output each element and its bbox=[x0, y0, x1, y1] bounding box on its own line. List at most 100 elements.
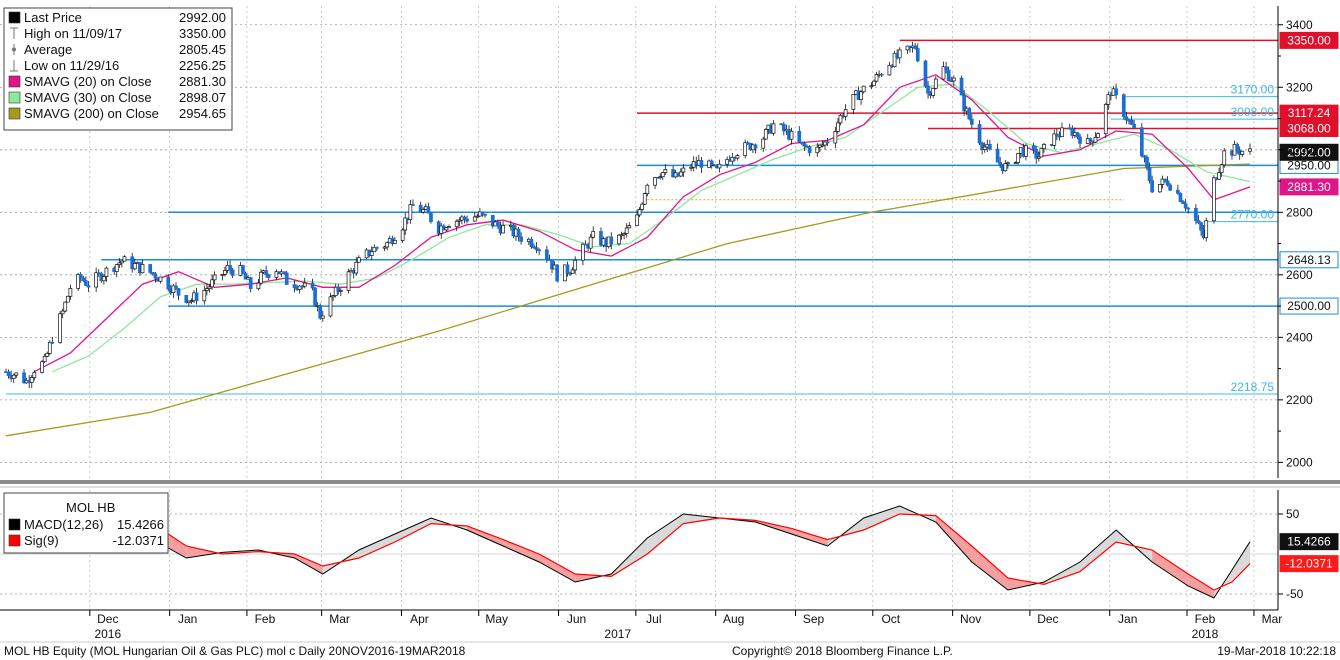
candle-body bbox=[645, 184, 650, 194]
price-candle bbox=[689, 163, 693, 172]
last-price-tag-box bbox=[1279, 143, 1339, 161]
month-label: Apr bbox=[410, 612, 429, 626]
candle-body bbox=[951, 77, 956, 82]
price-candle bbox=[1150, 175, 1154, 194]
candle-body bbox=[81, 277, 86, 281]
candle-body bbox=[40, 361, 44, 373]
sma20-tag-text: 2881.30 bbox=[1287, 180, 1331, 194]
month-label: Aug bbox=[723, 612, 744, 626]
month-label: Jul bbox=[646, 612, 661, 626]
price-candle bbox=[462, 215, 467, 224]
candle-body bbox=[393, 240, 397, 244]
candle-body bbox=[982, 146, 987, 150]
macd-above-fill bbox=[647, 514, 684, 554]
candle-body bbox=[292, 284, 297, 288]
price-candle bbox=[1165, 176, 1170, 187]
candle-body bbox=[802, 143, 807, 147]
candle-body bbox=[532, 246, 536, 248]
price-candle bbox=[1042, 142, 1046, 153]
candle-body bbox=[516, 228, 521, 238]
price-legend[interactable]: Last Price 2992.00 High on 11/09/17 3350.00… bbox=[3, 7, 233, 131]
macd-above-fill bbox=[358, 534, 395, 558]
candle-body bbox=[568, 272, 572, 275]
price-candle bbox=[1168, 183, 1173, 191]
candle-body bbox=[1054, 133, 1059, 137]
price-candle bbox=[658, 173, 663, 180]
candle-body bbox=[861, 85, 866, 93]
price-candle bbox=[210, 274, 214, 290]
macd-below-fill bbox=[467, 526, 504, 546]
price-candle bbox=[42, 353, 47, 364]
candle-body bbox=[1163, 178, 1167, 182]
price-candle bbox=[588, 233, 593, 253]
legend-value: 2805.45 bbox=[179, 42, 226, 57]
candle-body bbox=[29, 377, 34, 383]
price-candle bbox=[833, 126, 838, 149]
macd-below-fill bbox=[791, 528, 828, 546]
price-candle bbox=[259, 268, 263, 286]
price-candle bbox=[663, 164, 668, 175]
candle-body bbox=[102, 276, 106, 282]
price-candle bbox=[403, 212, 408, 235]
price-candle bbox=[892, 50, 897, 68]
candle-body bbox=[122, 256, 127, 262]
candle-body bbox=[501, 225, 505, 234]
month-label: Oct bbox=[881, 612, 900, 626]
price-tick-label: 2800 bbox=[1286, 205, 1313, 219]
price-candle bbox=[897, 47, 902, 64]
candle-body bbox=[117, 262, 122, 265]
candle-body bbox=[681, 167, 686, 173]
candle-body bbox=[302, 282, 307, 287]
candle-body bbox=[1034, 148, 1039, 159]
year-label: 2017 bbox=[604, 627, 631, 641]
macd-y-axis: -50 50 bbox=[1277, 490, 1304, 610]
price-candle bbox=[1240, 150, 1245, 158]
candle-body bbox=[338, 290, 343, 292]
price-candle bbox=[619, 231, 624, 240]
price-candle bbox=[532, 243, 536, 249]
price-candle bbox=[393, 236, 397, 245]
price-candle bbox=[887, 61, 892, 76]
month-label: Nov bbox=[960, 612, 981, 626]
candle-body bbox=[354, 261, 359, 274]
candle-body bbox=[946, 69, 951, 82]
candle-body bbox=[1121, 94, 1126, 118]
candle-body bbox=[444, 227, 449, 231]
macd-above-fill bbox=[1080, 530, 1117, 572]
candle-body bbox=[967, 107, 972, 120]
price-candle bbox=[202, 285, 207, 305]
price-candle bbox=[699, 156, 704, 173]
resistance-tag-box bbox=[1279, 31, 1339, 49]
price-y-axis: 2000 2200 2400 2600 2800 3000 3200 3400 bbox=[1277, 6, 1313, 478]
resistance-tag-text: 3068.00 bbox=[1287, 122, 1331, 136]
candle-body bbox=[933, 78, 938, 89]
candle-body bbox=[969, 118, 974, 125]
panel-separator[interactable] bbox=[0, 480, 1340, 484]
price-candle bbox=[789, 127, 794, 145]
macd-legend[interactable]: MOL HB MACD(12,26) 15.4266 Sig(9) -12.0371 bbox=[3, 492, 169, 554]
price-candle bbox=[385, 241, 390, 251]
candle-body bbox=[555, 264, 560, 282]
price-candle bbox=[879, 72, 884, 78]
candle-body bbox=[382, 246, 387, 249]
price-candle bbox=[872, 79, 876, 87]
support-tag: 2500.00 bbox=[1279, 297, 1339, 315]
support-tag-text: 2500.00 bbox=[1287, 299, 1331, 313]
price-candle bbox=[346, 268, 351, 294]
candle-body bbox=[189, 300, 194, 302]
candle-body bbox=[300, 285, 305, 288]
sma20-tag: 2881.30 bbox=[1279, 178, 1339, 196]
price-candle bbox=[622, 231, 626, 240]
candle-body bbox=[465, 218, 469, 222]
price-candle bbox=[297, 284, 302, 294]
candle-body bbox=[887, 64, 892, 76]
price-candle bbox=[130, 252, 135, 273]
price-tick-label: 3200 bbox=[1286, 80, 1313, 94]
legend-row: Average 2805.45 bbox=[12, 42, 226, 57]
price-candle bbox=[475, 213, 480, 219]
support-tag: 2648.13 bbox=[1279, 251, 1339, 269]
candle-body bbox=[223, 270, 227, 275]
price-candle bbox=[429, 212, 433, 224]
price-candle bbox=[545, 245, 549, 263]
candle-body bbox=[1219, 164, 1224, 173]
